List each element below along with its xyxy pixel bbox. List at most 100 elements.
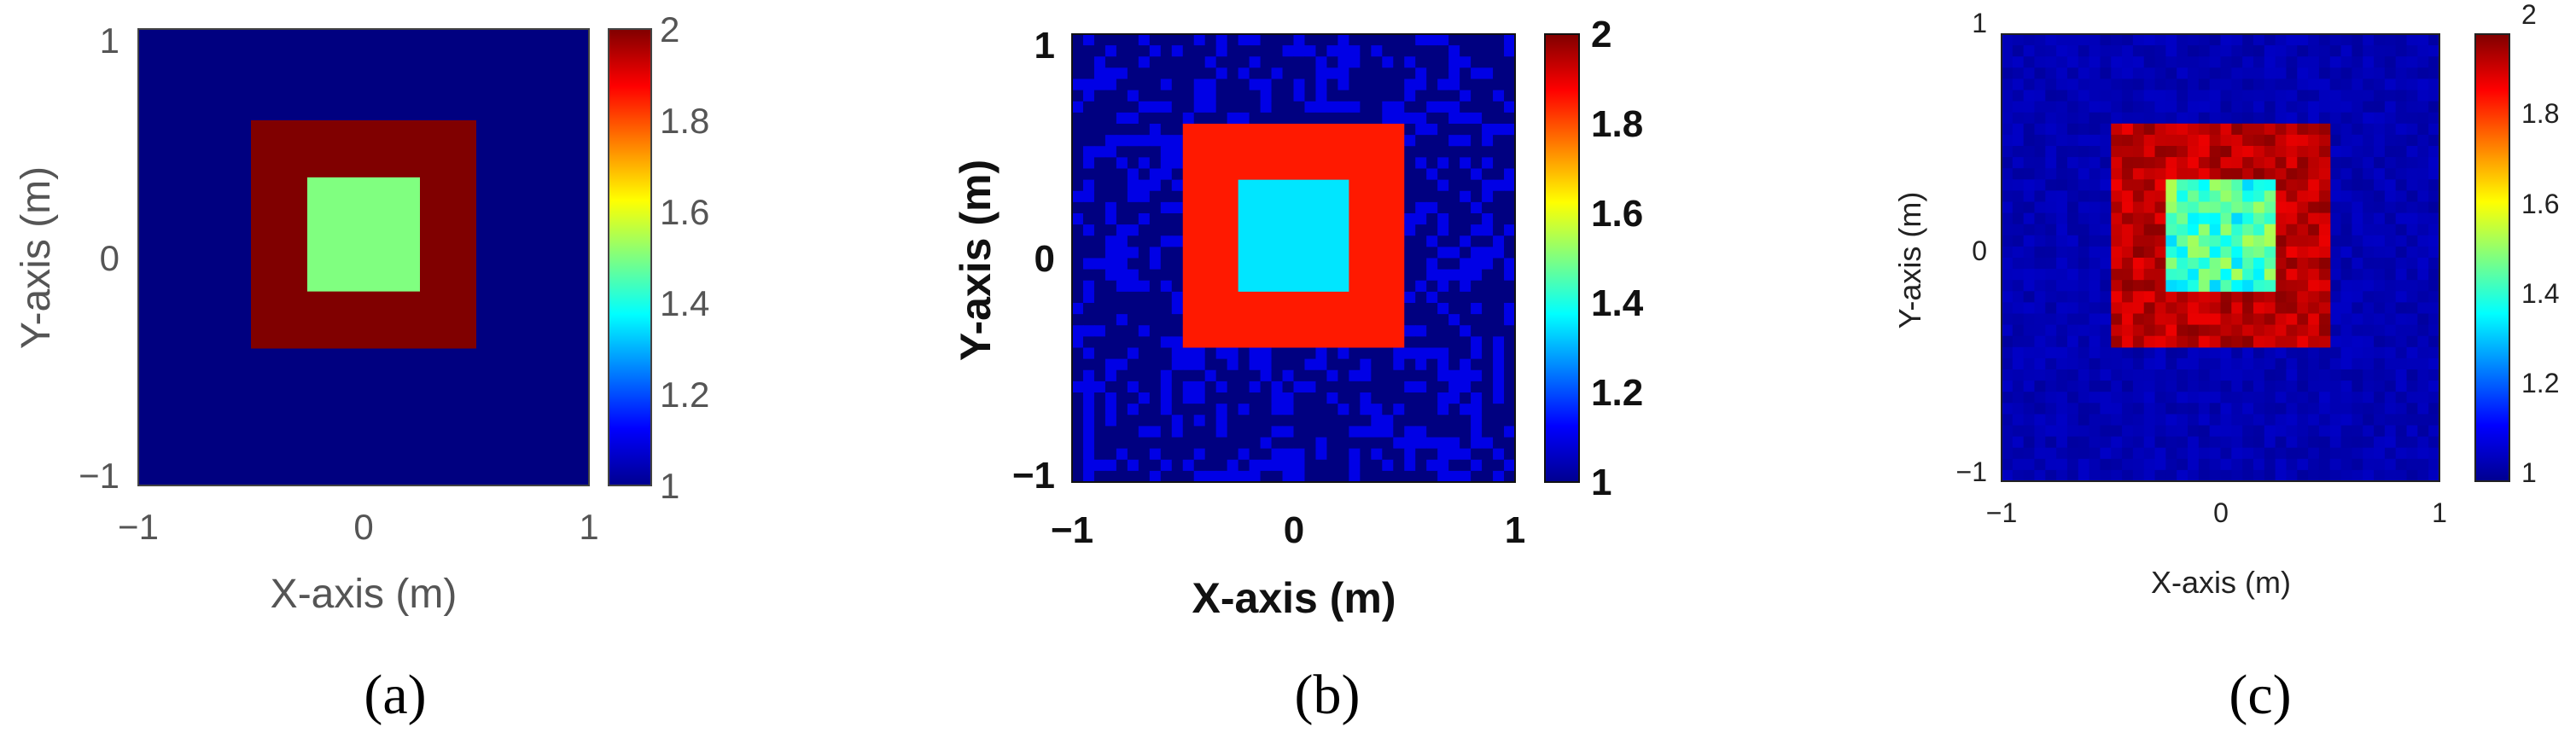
heatmap-cell <box>2374 381 2386 392</box>
region-cell <box>2165 123 2177 136</box>
heatmap-cell <box>2374 146 2386 158</box>
heatmap-cell <box>2177 346 2188 359</box>
heatmap-cell <box>2023 369 2036 381</box>
heatmap-cell <box>1204 67 1217 80</box>
heatmap-cell <box>2264 67 2276 79</box>
region-cell <box>2264 335 2276 348</box>
heatmap-cell <box>2056 78 2068 91</box>
heatmap-cell <box>1138 34 1151 46</box>
heatmap-cell <box>1482 303 1494 315</box>
heatmap-cell <box>1082 45 1095 57</box>
region-cell <box>2318 335 2331 348</box>
region-cell <box>2177 123 2188 136</box>
heatmap-cell <box>1304 426 1317 439</box>
heatmap-cell <box>2374 291 2386 303</box>
region-cell <box>2297 212 2309 225</box>
region-cell <box>2264 269 2276 281</box>
x-tick-c-max: 1 <box>2432 497 2447 528</box>
heatmap-cell <box>2406 67 2418 79</box>
heatmap-cell <box>1326 90 1338 102</box>
heatmap-cell <box>1338 369 1349 382</box>
heatmap-cell <box>1271 381 1284 393</box>
region-cell <box>2209 168 2222 180</box>
heatmap-cell <box>2352 458 2363 471</box>
heatmap-cell <box>1171 124 1184 136</box>
heatmap-cell <box>2395 146 2408 158</box>
heatmap-cell <box>1093 291 1106 304</box>
heatmap-cell <box>2132 357 2145 370</box>
heatmap-cell <box>2078 78 2090 91</box>
heatmap-cell <box>1104 190 1117 203</box>
heatmap-cell <box>1415 247 1427 259</box>
region-cell <box>2154 258 2166 270</box>
heatmap-cell <box>2002 280 2014 292</box>
heatmap-cell <box>1227 369 1239 382</box>
heatmap-cell <box>2122 369 2134 381</box>
heatmap-cell <box>2066 403 2079 415</box>
heatmap-cell <box>1171 459 1184 472</box>
heatmap-cell <box>1493 235 1505 247</box>
heatmap-cell <box>1393 45 1405 57</box>
heatmap-cell <box>1460 314 1472 326</box>
heatmap-cell <box>2352 335 2363 348</box>
heatmap-cell <box>1127 201 1139 214</box>
heatmap-cell <box>2078 134 2090 147</box>
heatmap-cell <box>1104 168 1117 181</box>
heatmap-cell <box>2406 324 2418 337</box>
heatmap-cell <box>1437 135 1449 147</box>
heatmap-cell <box>1127 280 1139 293</box>
heatmap-cell <box>2209 469 2222 482</box>
heatmap-cell <box>1404 157 1416 170</box>
region-cell <box>2242 335 2254 348</box>
heatmap-cell <box>1460 90 1472 102</box>
heatmap-cell <box>2384 258 2397 270</box>
heatmap-cell <box>2002 269 2014 281</box>
heatmap-cell <box>1493 101 1505 113</box>
region-cell <box>2177 201 2188 214</box>
region-cell <box>2177 190 2188 203</box>
heatmap-cell <box>2384 146 2397 158</box>
heatmap-cell <box>1448 124 1460 136</box>
heatmap-cell <box>1338 404 1349 415</box>
heatmap-cell <box>2209 369 2222 381</box>
region-cell <box>2220 269 2232 281</box>
heatmap-cell <box>1149 124 1162 136</box>
colorbar-tick-b-1: 1 <box>1591 462 1611 503</box>
region-cell <box>2122 235 2134 247</box>
heatmap-cell <box>1138 415 1151 427</box>
heatmap-cell <box>1349 78 1361 91</box>
heatmap-cell <box>1182 404 1195 415</box>
heatmap-cell <box>1293 67 1306 80</box>
heatmap-cell <box>2089 313 2101 326</box>
heatmap-cell <box>1315 34 1328 46</box>
heatmap-cell <box>2352 258 2363 270</box>
heatmap-cell <box>1437 415 1449 427</box>
heatmap-cell <box>1282 90 1295 102</box>
heatmap-cell <box>2066 381 2079 392</box>
heatmap-cell <box>1482 247 1494 259</box>
region-cell <box>2242 313 2254 326</box>
region-cell <box>2318 146 2331 158</box>
region-cell <box>2231 269 2243 281</box>
heatmap-cell <box>2012 123 2025 136</box>
heatmap-cell <box>1138 112 1151 125</box>
heatmap-cell <box>1249 404 1262 415</box>
heatmap-cell <box>1493 157 1505 170</box>
heatmap-cell <box>2417 190 2429 203</box>
heatmap-cell <box>2100 45 2112 57</box>
heatmap-cell <box>1160 146 1173 158</box>
heatmap-cell <box>1304 101 1317 113</box>
heatmap-cell <box>1072 157 1084 170</box>
region-cell <box>2242 269 2254 281</box>
heatmap-cell <box>1482 392 1494 404</box>
heatmap-cell <box>1437 124 1449 136</box>
heatmap-cell <box>2374 357 2386 370</box>
heatmap-cell <box>1249 437 1262 450</box>
region-cell <box>2177 235 2188 247</box>
region-cell <box>2264 179 2276 191</box>
heatmap-cell <box>1482 213 1494 225</box>
heatmap-cell <box>2406 258 2418 270</box>
heatmap-cell <box>1493 336 1505 349</box>
heatmap-cell <box>1171 45 1184 57</box>
heatmap-cell <box>2275 357 2288 370</box>
